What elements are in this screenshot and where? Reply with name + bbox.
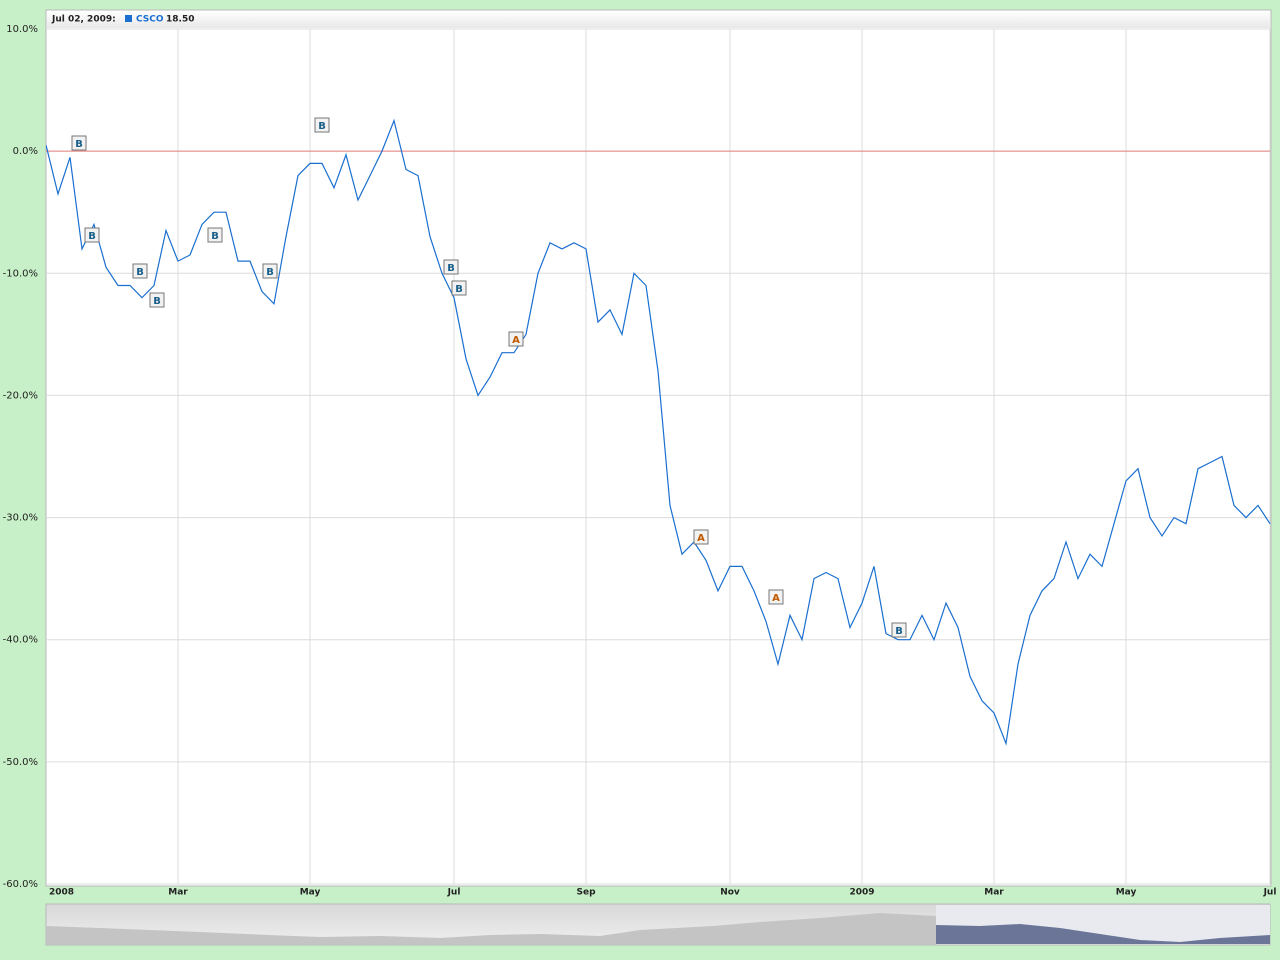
navigator-history xyxy=(46,913,936,945)
y-tick-label: -40.0% xyxy=(3,635,38,646)
flag-label: B xyxy=(266,267,274,278)
flag-box xyxy=(262,263,278,279)
flag-box xyxy=(693,529,709,545)
flag-box xyxy=(84,227,100,243)
flag-box xyxy=(443,259,459,275)
y-tick-label: -10.0% xyxy=(3,268,38,279)
flag-label: B xyxy=(318,121,326,132)
flag-box xyxy=(149,292,165,308)
flag-box xyxy=(451,280,467,296)
flag-label: B xyxy=(88,231,96,242)
grid xyxy=(46,28,1271,885)
x-tick-label: Sep xyxy=(576,888,596,898)
flag-label: A xyxy=(772,593,780,604)
flag-label: B xyxy=(455,284,463,295)
flag-label: A xyxy=(512,335,520,346)
x-tick-label: 2008 xyxy=(49,888,74,898)
flag-box xyxy=(314,117,330,133)
x-tick-label: May xyxy=(300,888,321,898)
legend-name: CSCO xyxy=(136,15,164,25)
x-tick-label: Mar xyxy=(168,888,188,898)
flag-box xyxy=(71,135,87,151)
flag-label: B xyxy=(895,626,903,637)
x-tick-label: Jul xyxy=(447,888,461,898)
flag-label: A xyxy=(697,533,705,544)
flag-box xyxy=(768,589,784,605)
axes: 10.0% 0.0% -10.0% -20.0% -30.0% -40.0% -50.0% -… xyxy=(3,24,1277,898)
y-tick-label: -50.0% xyxy=(3,757,38,768)
x-tick-label: 2009 xyxy=(849,888,874,898)
flag-label: B xyxy=(153,296,161,307)
y-tick-label: -30.0% xyxy=(3,513,38,524)
header-bar xyxy=(47,11,1270,28)
flag-label: B xyxy=(211,231,219,242)
y-tick-label: -60.0% xyxy=(3,879,38,890)
legend-swatch xyxy=(125,15,132,22)
x-tick-label: May xyxy=(1116,888,1137,898)
flag-label: B xyxy=(75,139,83,150)
x-tick-label: Nov xyxy=(720,888,740,898)
y-tick-label: -20.0% xyxy=(3,390,38,401)
plot xyxy=(46,118,1271,746)
header-date: Jul 02, 2009: xyxy=(51,15,116,25)
x-tick-label: Mar xyxy=(984,888,1004,898)
series-line xyxy=(46,118,1271,746)
y-tick-label: 0.0% xyxy=(13,146,38,157)
x-tick-label: Jul xyxy=(1263,888,1277,898)
legend-value: 18.50 xyxy=(166,15,194,25)
plot-area xyxy=(45,9,1272,887)
flag-box xyxy=(132,263,148,279)
flag-box xyxy=(207,227,223,243)
flag-box xyxy=(891,622,907,638)
y-tick-label: 10.0% xyxy=(6,24,38,35)
flag-label: B xyxy=(136,267,144,278)
flag-label: B xyxy=(447,263,455,274)
navigator-selected-history xyxy=(936,924,1270,944)
flag-box xyxy=(508,331,524,347)
